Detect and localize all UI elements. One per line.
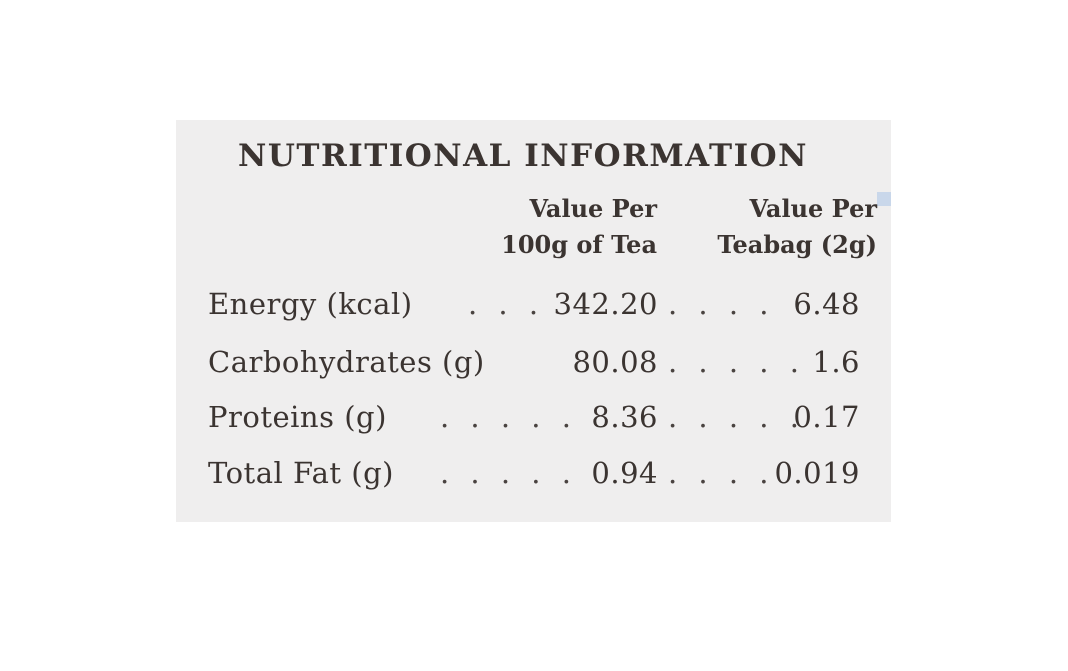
label-title: NUTRITIONAL INFORMATION: [238, 138, 808, 174]
nutrient-name: Energy (kcal): [208, 287, 413, 321]
nutrient-row-proteins: Proteins (g) . . . . . 8.36 . . . . . 0.…: [208, 397, 860, 437]
nutrient-row-total-fat: Total Fat (g) . . . . . 0.94 . . . . 0.0…: [208, 453, 860, 493]
nutrient-row-carbohydrates: Carbohydrates (g) 80.08 . . . . . 1.6: [208, 342, 860, 382]
value-per-100g: 0.94: [591, 456, 658, 490]
nutrient-row-energy: Energy (kcal) . . . 342.20 . . . . 6.48: [208, 284, 860, 324]
corner-color-mark: [877, 192, 891, 206]
leader-dots: . . . .: [668, 456, 775, 490]
value-per-100g: 80.08: [572, 345, 658, 379]
nutrient-name: Proteins (g): [208, 400, 387, 434]
leader-dots: . . . . .: [668, 400, 805, 434]
leader-dots: . . . . .: [440, 400, 577, 434]
column-header-line: Value Per: [529, 194, 657, 223]
column-header-line: Value Per: [749, 194, 877, 223]
leader-dots: . . . . .: [440, 456, 577, 490]
column-header-line: Teabag (2g): [717, 230, 877, 259]
nutrient-name: Total Fat (g): [208, 456, 394, 490]
value-per-teabag: 1.6: [812, 345, 860, 379]
value-per-teabag: 0.019: [774, 456, 860, 490]
value-per-100g: 8.36: [591, 400, 658, 434]
value-per-teabag: 0.17: [793, 400, 860, 434]
leader-dots: . . .: [468, 287, 545, 321]
column-header-line: 100g of Tea: [501, 230, 657, 259]
leader-dots: . . . . .: [668, 345, 805, 379]
nutrient-name: Carbohydrates (g): [208, 345, 485, 379]
leader-dots: . . . .: [668, 287, 775, 321]
value-per-teabag: 6.48: [793, 287, 860, 321]
column-header-per-100g: Value Per 100g of Tea: [501, 191, 657, 263]
value-per-100g: 342.20: [553, 287, 658, 321]
column-header-per-teabag: Value Per Teabag (2g): [717, 191, 877, 263]
nutrition-label: NUTRITIONAL INFORMATION Value Per 100g o…: [176, 120, 891, 522]
